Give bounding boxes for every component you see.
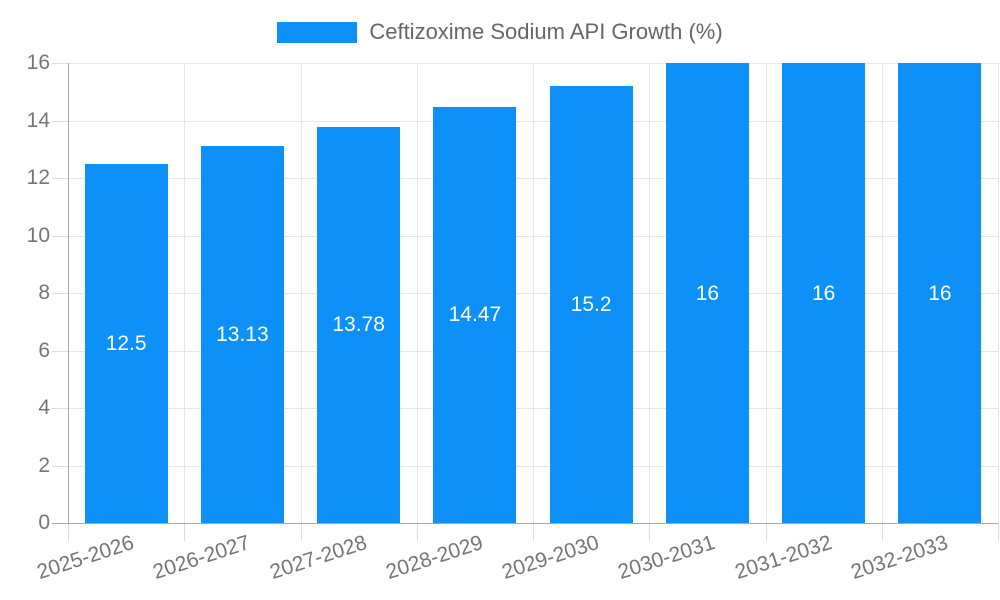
bar-2029-2030[interactable]: 15.2 [549,86,633,523]
x-axis-tick [998,523,999,541]
y-axis-tick [52,293,68,294]
y-axis-tick-label: 14 [26,108,50,132]
bar-2025-2026[interactable]: 12.5 [84,163,168,523]
y-axis-tick-label: 2 [38,453,50,477]
bar-value-label: 15.2 [570,293,612,316]
y-axis-tick-label: 4 [38,396,50,419]
x-axis-line [52,523,998,524]
y-axis-line [68,63,69,523]
y-axis-tick-label: 6 [38,338,50,362]
y-axis-tick-label: 0 [38,511,50,534]
y-axis-tick-label: 12 [26,166,50,189]
gridline-vertical [881,63,883,523]
bar-value-label: 16 [811,281,836,305]
y-axis-tick [52,350,68,352]
gridline-vertical [649,63,651,523]
x-axis-tick [300,523,302,541]
bar-2032-2033[interactable]: 16 [898,63,982,523]
gridline-vertical [300,63,302,523]
x-axis-tick [649,523,651,541]
x-axis-tick [68,523,69,541]
gridline-vertical [998,63,999,523]
y-axis-tick [52,408,68,409]
bar-2031-2032[interactable]: 16 [782,63,866,523]
y-axis-tick [52,120,68,122]
bar-value-label: 16 [928,281,952,305]
bar-value-label: 12.5 [105,331,147,355]
x-axis-tick [881,523,883,541]
bar-2026-2027[interactable]: 13.13 [200,145,284,523]
y-axis-tick-label: 10 [26,223,50,247]
y-axis-tick [52,235,68,237]
bar-2030-2031[interactable]: 16 [665,63,749,523]
bar-value-label: 16 [695,281,720,305]
x-axis-tick [533,523,534,541]
bar-value-label: 14.47 [448,303,502,327]
bar-2027-2028[interactable]: 13.78 [317,126,401,523]
y-axis-tick-label: 16 [26,51,50,74]
x-axis-tick [184,523,186,541]
legend-label: Ceftizoxime Sodium API Growth (%) [369,19,723,44]
bar-value-label: 13.13 [216,322,269,346]
gridline-vertical [533,63,534,523]
y-axis-tick [52,465,68,467]
x-axis-tick [765,523,767,541]
legend-item[interactable]: Ceftizoxime Sodium API Growth (%) [0,19,1000,44]
bar-2028-2029[interactable]: 14.47 [433,106,517,523]
y-axis-tick [52,178,68,179]
gridline-vertical [765,63,767,523]
bar-value-label: 13.78 [332,313,385,337]
legend-swatch [277,21,358,43]
gridline-vertical [416,63,418,523]
gridline-vertical [184,63,186,523]
y-axis-tick-label: 8 [38,281,50,304]
x-axis-tick [416,523,418,541]
y-axis-tick [52,63,68,64]
